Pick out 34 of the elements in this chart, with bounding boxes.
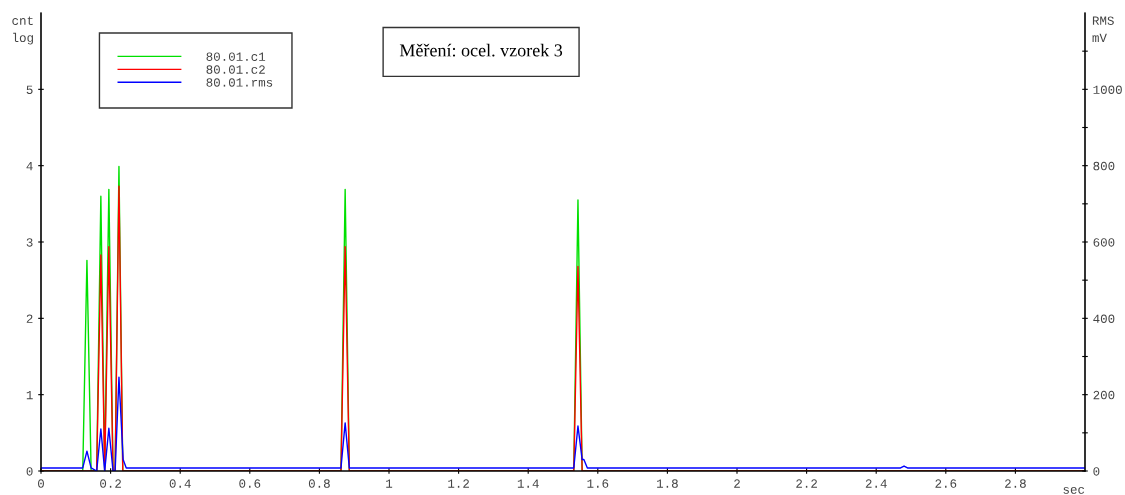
x-tick-label: 2.8 <box>1005 479 1026 488</box>
y2-tick-label: 800 <box>1093 161 1115 171</box>
x-tick-label: 0.4 <box>169 479 191 488</box>
x-axis-title: sec <box>1063 486 1085 494</box>
legend-label: 80.01.c2 <box>206 65 265 74</box>
y2-tick-label: 1000 <box>1093 85 1122 94</box>
y-tick-label: 3 <box>26 238 33 247</box>
x-tick-label: 1.2 <box>448 479 469 488</box>
y-tick-label: 4 <box>26 161 33 171</box>
y2-tick-label: 0 <box>1093 467 1100 476</box>
x-tick-label: 0.6 <box>239 479 261 488</box>
x-tick-label: 1.6 <box>587 479 609 488</box>
x-tick-label: 1.4 <box>517 479 539 488</box>
legend-label: 80.01.rms <box>206 78 273 87</box>
y2-tick-label: 400 <box>1093 314 1115 323</box>
y2-tick-label: 200 <box>1093 390 1115 400</box>
y-tick-label: 1 <box>26 390 33 400</box>
x-tick-label: 0.8 <box>308 479 330 488</box>
x-tick-label: 0 <box>38 479 44 488</box>
x-tick-label: 2 <box>734 479 740 488</box>
x-tick-label: 2.6 <box>935 479 957 488</box>
y2-axis-title: RMS mV <box>1092 16 1114 42</box>
y-tick-label: 5 <box>26 85 33 94</box>
annotation: Měření: ocel. vzorek 3 <box>399 43 563 57</box>
x-tick-label: 2.2 <box>796 479 817 488</box>
y-tick-label: 2 <box>26 314 33 323</box>
x-tick-label: 1.8 <box>657 479 678 488</box>
x-tick-label: 0.2 <box>100 479 121 488</box>
y-tick-label: 0 <box>26 467 33 476</box>
x-tick-label: 2.4 <box>865 479 887 488</box>
x-tick-label: 1 <box>386 479 393 488</box>
y2-tick-label: 600 <box>1093 238 1115 247</box>
y-axis-title: cnt log <box>12 16 33 45</box>
legend-label: 80.01.c1 <box>206 52 266 61</box>
